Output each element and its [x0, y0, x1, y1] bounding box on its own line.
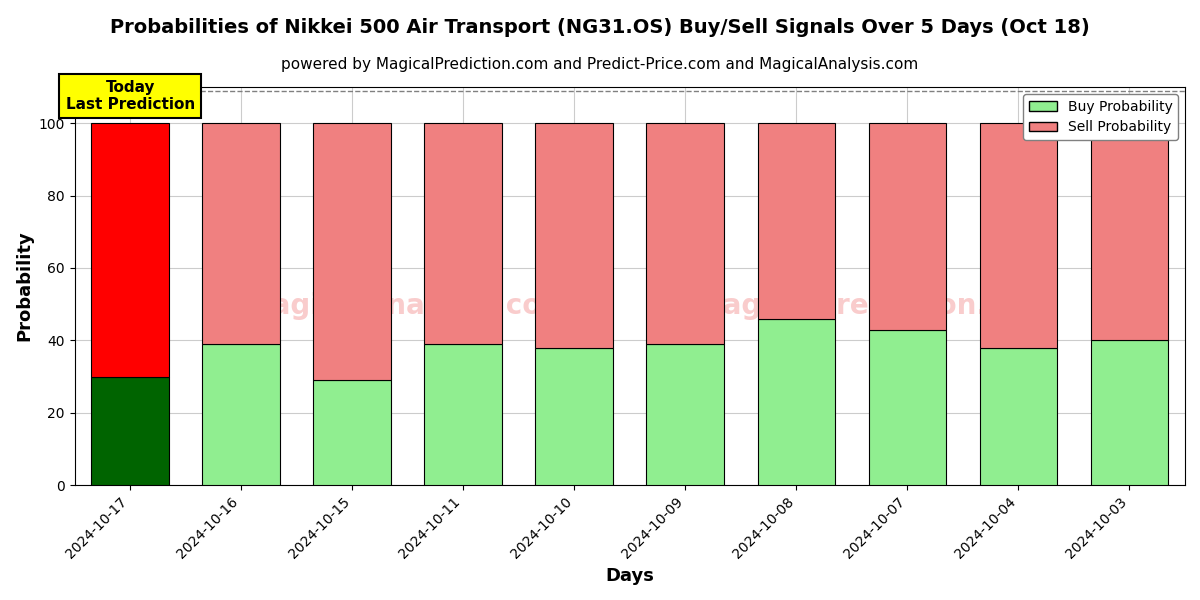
Text: Today
Last Prediction: Today Last Prediction: [66, 80, 194, 112]
Bar: [979, 347, 1057, 485]
Bar: [91, 123, 169, 377]
Text: MagicalPrediction.com: MagicalPrediction.com: [696, 292, 1052, 320]
Bar: [757, 319, 835, 485]
Bar: [869, 123, 947, 329]
Bar: [203, 344, 280, 485]
Bar: [313, 380, 391, 485]
Bar: [1091, 123, 1169, 340]
Bar: [647, 123, 725, 344]
Bar: [869, 329, 947, 485]
Legend: Buy Probability, Sell Probability: Buy Probability, Sell Probability: [1024, 94, 1178, 140]
Text: powered by MagicalPrediction.com and Predict-Price.com and MagicalAnalysis.com: powered by MagicalPrediction.com and Pre…: [281, 57, 919, 72]
Bar: [535, 347, 613, 485]
Bar: [203, 123, 280, 344]
Bar: [647, 344, 725, 485]
Bar: [91, 377, 169, 485]
Bar: [535, 123, 613, 347]
Bar: [425, 123, 502, 344]
Bar: [757, 123, 835, 319]
Text: MagicalAnalysis.com: MagicalAnalysis.com: [245, 292, 571, 320]
Y-axis label: Probability: Probability: [16, 231, 34, 341]
X-axis label: Days: Days: [605, 567, 654, 585]
Bar: [313, 123, 391, 380]
Text: Probabilities of Nikkei 500 Air Transport (NG31.OS) Buy/Sell Signals Over 5 Days: Probabilities of Nikkei 500 Air Transpor…: [110, 18, 1090, 37]
Bar: [979, 123, 1057, 347]
Bar: [1091, 340, 1169, 485]
Bar: [425, 344, 502, 485]
